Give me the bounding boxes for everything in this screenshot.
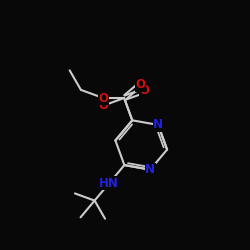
Text: O: O <box>98 99 108 112</box>
Text: N: N <box>153 118 163 132</box>
Text: N: N <box>145 163 155 176</box>
Text: O: O <box>98 92 108 104</box>
Text: O: O <box>135 78 145 91</box>
Text: HN: HN <box>99 177 119 190</box>
Text: O: O <box>140 84 150 97</box>
